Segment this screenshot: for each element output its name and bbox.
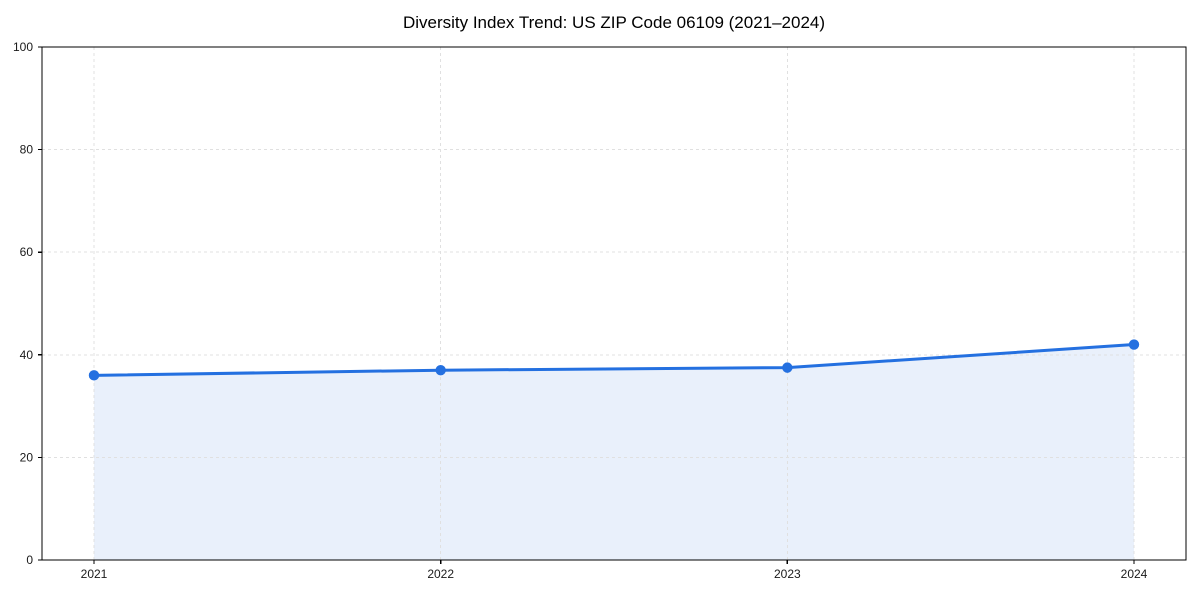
y-tick-label: 0 [26,553,33,567]
data-point [435,364,446,376]
series-line [92,343,1136,377]
y-tick-label: 100 [13,40,33,54]
plot-area-border [41,46,1187,561]
x-tick-label: 2022 [427,567,454,581]
data-point [1128,339,1140,350]
y-tick-label: 20 [20,450,34,464]
x-tick-label: 2024 [1121,567,1148,581]
chart-title: Diversity Index Trend: US ZIP Code 06109… [402,13,826,32]
area-fill [94,344,1134,560]
data-point [782,362,793,373]
y-tick-label: 80 [20,143,34,157]
y-tick-label: 40 [20,348,34,362]
data-point [88,370,100,381]
y-tick-label: 60 [20,245,34,259]
x-tick-label: 2023 [774,567,801,581]
x-tick-label: 2021 [81,567,108,581]
